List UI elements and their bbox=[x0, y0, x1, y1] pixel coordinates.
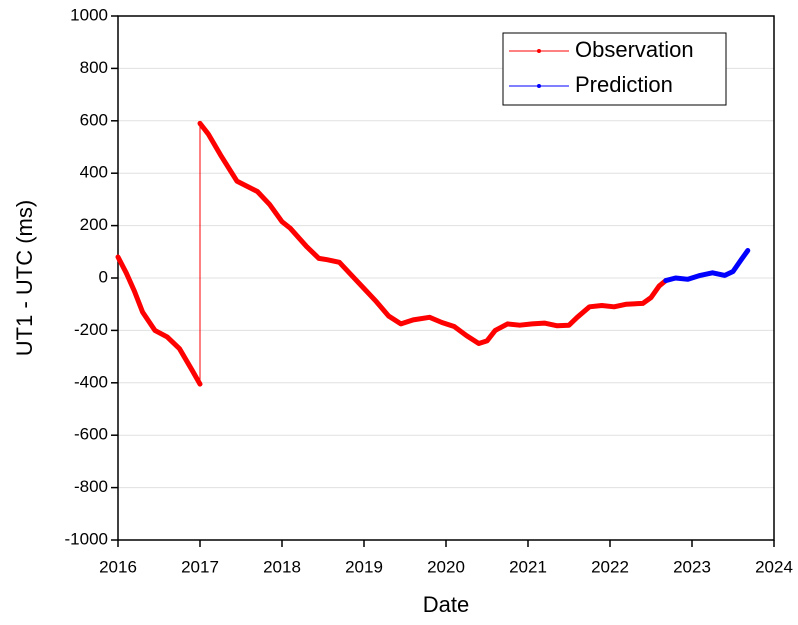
plot-frame bbox=[117, 15, 775, 541]
x-tick-label: 2019 bbox=[345, 557, 383, 576]
y-tick-label: 600 bbox=[80, 110, 108, 129]
y-tick-label: -800 bbox=[74, 477, 108, 496]
legend-label: Observation bbox=[575, 37, 694, 62]
x-axis-label: Date bbox=[423, 592, 469, 617]
legend-dot bbox=[537, 49, 541, 53]
x-tick-label: 2023 bbox=[673, 557, 711, 576]
legend-label: Prediction bbox=[575, 72, 673, 97]
legend-dot bbox=[537, 84, 541, 88]
legend-box bbox=[502, 32, 727, 106]
x-tick-label: 2022 bbox=[591, 557, 629, 576]
y-tick-label: 800 bbox=[80, 58, 108, 77]
x-tick-label: 2017 bbox=[181, 557, 219, 576]
x-tick-label: 2018 bbox=[263, 557, 301, 576]
x-tick-label: 2024 bbox=[755, 557, 793, 576]
y-axis-label: UT1 - UTC (ms) bbox=[12, 200, 37, 356]
x-tick-label: 2021 bbox=[509, 557, 547, 576]
series-line-thick bbox=[115, 120, 669, 387]
series-line bbox=[117, 121, 667, 386]
y-tick-label: 1000 bbox=[70, 5, 108, 24]
series-line-thick bbox=[663, 248, 751, 284]
y-tick-label: 200 bbox=[80, 215, 108, 234]
y-tick-label: 0 bbox=[99, 267, 108, 286]
x-tick-label: 2020 bbox=[427, 557, 465, 576]
y-tick-label: -1000 bbox=[65, 529, 108, 548]
x-tick-label: 2016 bbox=[99, 557, 137, 576]
y-tick-label: -400 bbox=[74, 372, 108, 391]
y-tick-label: -600 bbox=[74, 425, 108, 444]
y-tick-label: 400 bbox=[80, 163, 108, 182]
y-tick-label: -200 bbox=[74, 320, 108, 339]
